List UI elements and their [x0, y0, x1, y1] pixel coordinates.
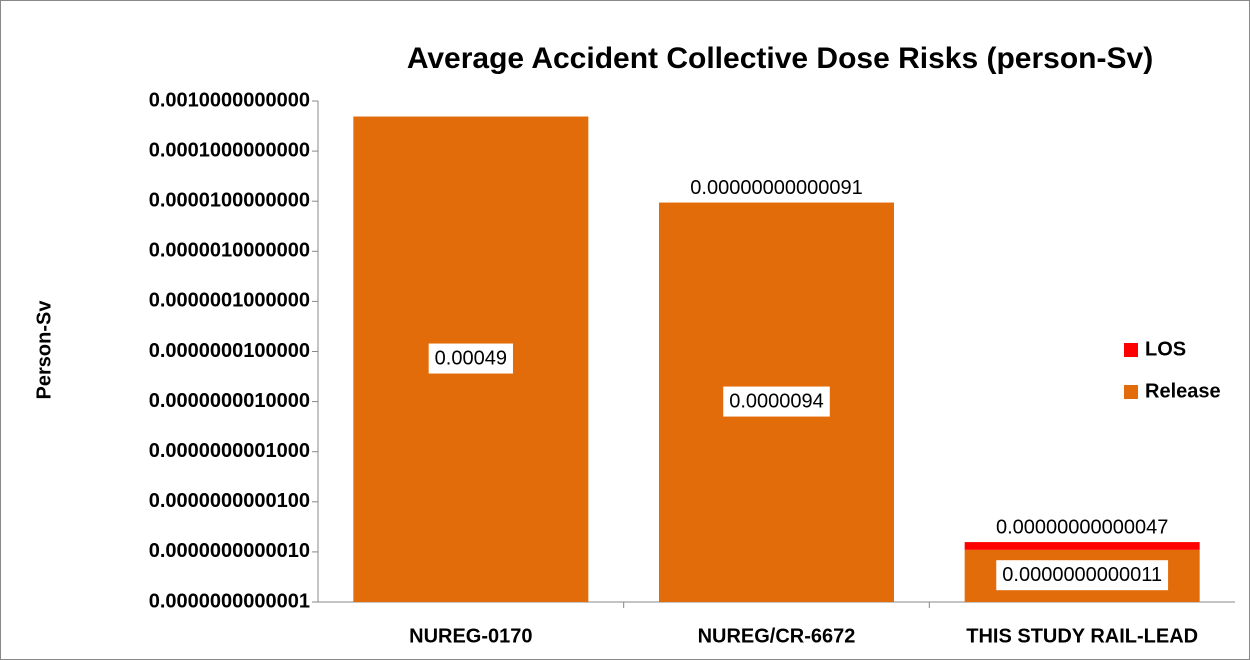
- y-axis-label: Person-Sv: [33, 300, 55, 400]
- data-label: 0.00000000000047: [996, 516, 1168, 538]
- y-tick-label: 0.0000000010000: [149, 390, 310, 412]
- data-label: 0.00049: [435, 348, 507, 370]
- data-label-box: [996, 560, 1169, 591]
- y-tick-label: 0.0001000000000: [149, 139, 310, 161]
- data-label: 0.0000094: [729, 391, 824, 413]
- legend-swatch: [1124, 385, 1138, 399]
- y-tick-label: 0.0000000000010: [149, 540, 310, 562]
- data-label: 0.0000000000011: [1002, 564, 1162, 586]
- y-tick-label: 0.0000000000100: [149, 490, 310, 512]
- chart-title: Average Accident Collective Dose Risks (…: [407, 42, 1153, 75]
- legend-label: LOS: [1145, 338, 1186, 360]
- data-label-box: [723, 386, 830, 417]
- y-tick-label: 0.0000001000000: [149, 290, 310, 312]
- legend-swatch: [1124, 343, 1138, 357]
- y-tick-label: 0.0000000100000: [149, 340, 310, 362]
- y-tick-label: 0.0010000000000: [149, 89, 310, 111]
- y-tick-label: 0.0000000001000: [149, 440, 310, 462]
- data-label-box: [428, 343, 513, 374]
- data-label: 0.00000000000091: [690, 177, 862, 199]
- bar-segment: [964, 542, 1200, 550]
- legend-label: Release: [1145, 380, 1221, 402]
- y-tick-label: 0.0000000000001: [149, 590, 310, 612]
- x-tick-label: THIS STUDY RAIL-LEAD: [966, 625, 1198, 647]
- y-tick-label: 0.0000010000000: [149, 240, 310, 262]
- y-tick-label: 0.0000100000000: [149, 189, 310, 211]
- x-tick-label: NUREG/CR-6672: [698, 625, 856, 647]
- x-tick-label: NUREG-0170: [409, 625, 532, 647]
